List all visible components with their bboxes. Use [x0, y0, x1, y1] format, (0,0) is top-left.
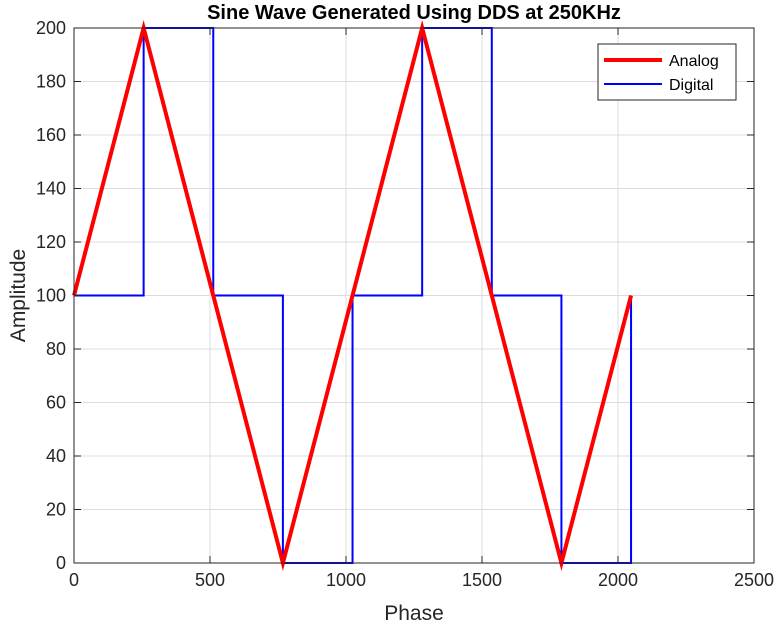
y-tick-label-3: 60 [46, 393, 66, 413]
y-tick-label-7: 140 [36, 179, 66, 199]
legend-box [597, 43, 737, 101]
x-tick-label-4: 2000 [598, 570, 638, 590]
legend: Analog Digital [597, 43, 737, 101]
x-axis-label: Phase [384, 602, 444, 625]
x-tick-label-2: 1000 [326, 570, 366, 590]
x-tick-label-5: 2500 [734, 570, 774, 590]
y-tick-label-6: 120 [36, 232, 66, 252]
y-tick-label-8: 160 [36, 125, 66, 145]
y-tick-label-9: 180 [36, 72, 66, 92]
legend-label-digital: Digital [669, 77, 713, 94]
y-tick-label-2: 40 [46, 446, 66, 466]
y-tick-label-10: 200 [36, 18, 66, 38]
ticks: 0 500 1000 1500 2000 2500 0 20 40 60 80 100 120 140 16… [36, 18, 774, 590]
y-tick-label-5: 100 [36, 286, 66, 306]
y-axis-label: Amplitude [7, 249, 30, 342]
x-tick-label-0: 0 [69, 570, 79, 590]
y-tick-label-1: 20 [46, 500, 66, 520]
x-tick-label-1: 500 [195, 570, 225, 590]
x-tick-label-3: 1500 [462, 570, 502, 590]
series-line-analog [72, 20, 633, 571]
y-tick-label-4: 80 [46, 339, 66, 359]
legend-label-analog: Analog [669, 53, 719, 70]
y-tick-label-0: 0 [56, 553, 66, 573]
chart-title: Sine Wave Generated Using DDS at 250KHz [207, 2, 621, 24]
